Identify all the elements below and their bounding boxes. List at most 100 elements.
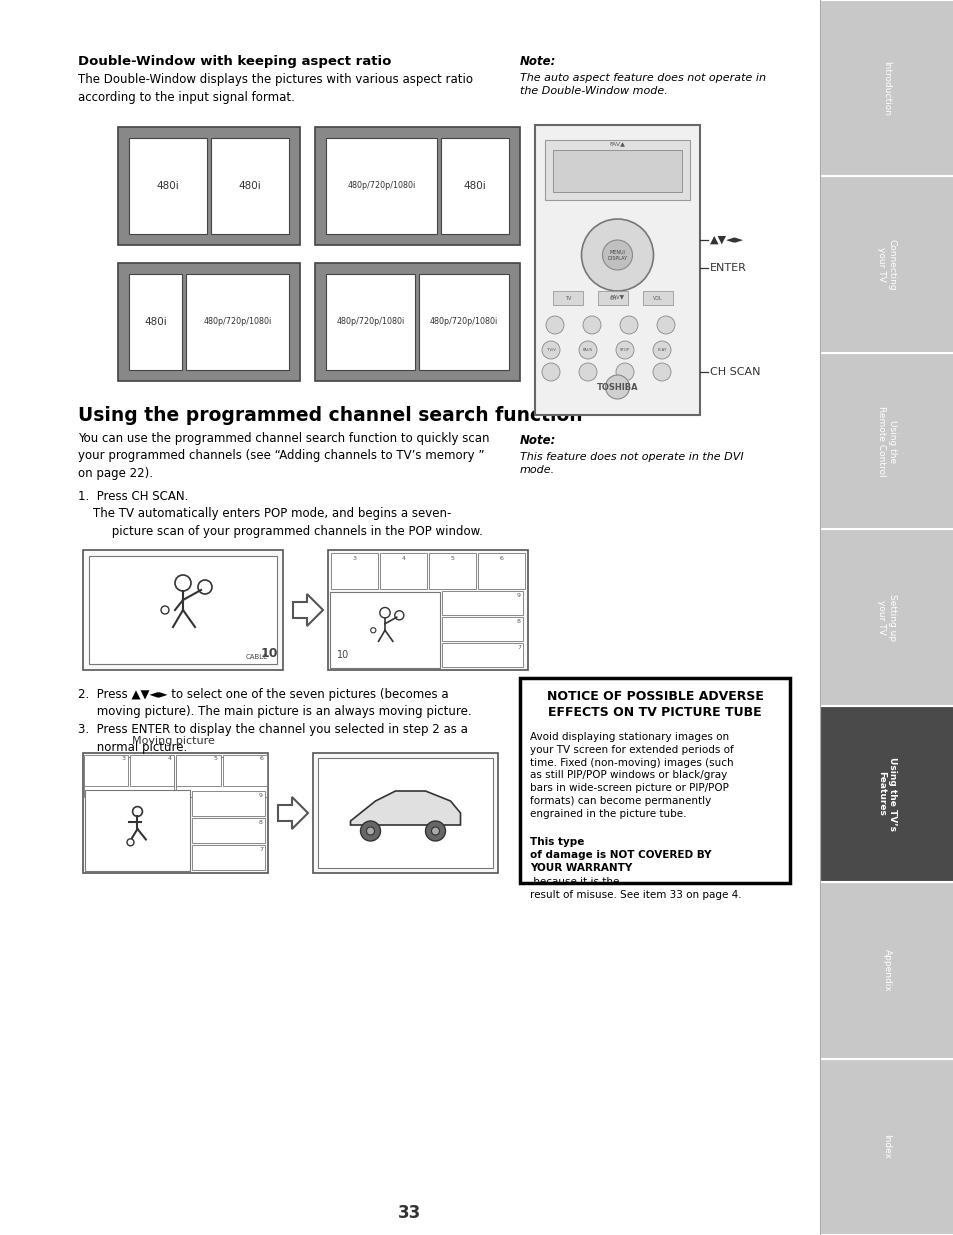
Bar (317, 758, 493, 868)
Text: 9: 9 (517, 593, 520, 598)
Circle shape (541, 341, 559, 359)
Text: Note:: Note: (519, 433, 556, 447)
Bar (441, 643, 522, 667)
Polygon shape (350, 790, 460, 825)
Circle shape (652, 341, 670, 359)
Text: 4: 4 (401, 556, 405, 561)
Circle shape (127, 839, 133, 846)
Bar (331, 553, 377, 589)
Text: 480p/720p/1080i: 480p/720p/1080i (203, 317, 272, 326)
Text: FAV▲: FAV▲ (609, 142, 625, 147)
Text: This feature does not operate in the DVI
mode.: This feature does not operate in the DVI… (519, 452, 742, 475)
Polygon shape (277, 797, 308, 829)
Text: because it is the
result of misuse. See item 33 on page 4.: because it is the result of misuse. See … (530, 877, 740, 900)
Bar (535, 125, 700, 415)
Text: TOSHIBA: TOSHIBA (596, 383, 638, 391)
Bar (429, 553, 476, 589)
Bar (84, 757, 174, 797)
Text: Using the TV’s
Features: Using the TV’s Features (877, 757, 896, 831)
Text: This type
of damage is NOT COVERED BY
YOUR WARRANTY: This type of damage is NOT COVERED BY YO… (530, 837, 711, 873)
Text: 480i: 480i (463, 182, 486, 191)
Text: Connecting
your TV: Connecting your TV (877, 238, 896, 290)
Bar (326, 274, 416, 370)
Text: CH: CH (609, 295, 616, 300)
Circle shape (132, 806, 142, 816)
Text: 480p/720p/1080i: 480p/720p/1080i (347, 182, 416, 190)
Text: Avoid displaying stationary images on
your TV screen for extended periods of
tim: Avoid displaying stationary images on yo… (530, 732, 733, 819)
Bar (379, 553, 427, 589)
Text: TV/V: TV/V (546, 348, 555, 352)
Bar (131, 755, 174, 785)
Text: STOP: STOP (619, 348, 630, 352)
Text: 7: 7 (517, 645, 520, 650)
Text: 5: 5 (213, 756, 217, 761)
Bar (176, 755, 220, 785)
Text: 1.  Press CH SCAN.: 1. Press CH SCAN. (78, 490, 188, 503)
Text: 7: 7 (258, 847, 263, 852)
Text: ENTER: ENTER (709, 263, 746, 273)
Bar (118, 263, 299, 382)
Circle shape (657, 316, 675, 333)
Text: 5: 5 (450, 556, 454, 561)
Text: 480i: 480i (238, 182, 261, 191)
Text: 480p/720p/1080i: 480p/720p/1080i (336, 317, 404, 326)
Text: 480i: 480i (144, 317, 167, 327)
Text: Moving picture: Moving picture (132, 736, 214, 746)
Circle shape (425, 821, 445, 841)
Circle shape (161, 606, 169, 614)
Circle shape (616, 341, 634, 359)
Bar (176, 757, 267, 797)
Text: 3.  Press ENTER to display the channel you selected in step 2 as a
     normal p: 3. Press ENTER to display the channel yo… (78, 722, 467, 753)
Bar (820, 353, 953, 530)
Text: 8: 8 (259, 820, 263, 825)
Text: 4: 4 (168, 756, 172, 761)
Bar (313, 753, 497, 873)
Bar (84, 755, 128, 785)
Bar (820, 177, 953, 353)
Bar (553, 291, 582, 305)
Text: FAV▼: FAV▼ (610, 294, 624, 300)
Text: 480p/720p/1080i: 480p/720p/1080i (430, 317, 497, 326)
Text: 480i: 480i (156, 182, 179, 191)
Bar (330, 592, 439, 668)
Text: MENU/: MENU/ (609, 249, 625, 254)
Text: NOTICE OF POSSIBLE ADVERSE
EFFECTS ON TV PICTURE TUBE: NOTICE OF POSSIBLE ADVERSE EFFECTS ON TV… (546, 690, 762, 719)
Bar (314, 127, 519, 245)
Text: 3: 3 (352, 556, 356, 561)
Circle shape (581, 219, 653, 291)
Circle shape (366, 827, 375, 835)
Text: 3: 3 (121, 756, 125, 761)
Text: 6: 6 (260, 756, 264, 761)
Bar (642, 291, 672, 305)
Text: 8: 8 (517, 619, 520, 624)
Circle shape (379, 608, 390, 618)
Bar (441, 618, 522, 641)
Bar (83, 753, 268, 873)
Text: Index: Index (882, 1134, 890, 1160)
Circle shape (541, 363, 559, 382)
Text: CABLE: CABLE (245, 655, 268, 659)
Circle shape (582, 316, 600, 333)
Bar (820, 882, 953, 1058)
Text: Double-Window with keeping aspect ratio: Double-Window with keeping aspect ratio (78, 56, 391, 68)
Bar (326, 138, 436, 233)
Text: Using the
Remote Control: Using the Remote Control (877, 406, 896, 477)
Text: TV: TV (564, 295, 571, 300)
Text: CH SCAN: CH SCAN (709, 367, 760, 377)
Bar (192, 845, 265, 869)
Circle shape (652, 363, 670, 382)
Bar (328, 550, 527, 671)
Bar (544, 140, 689, 200)
Text: 10: 10 (260, 647, 277, 659)
Text: Note:: Note: (519, 56, 556, 68)
Bar (192, 790, 265, 816)
Circle shape (578, 363, 597, 382)
Circle shape (431, 827, 439, 835)
Bar (820, 705, 953, 882)
Text: 33: 33 (398, 1204, 421, 1221)
Bar (192, 818, 265, 844)
Text: 9: 9 (258, 793, 263, 798)
Text: Setting up
your TV: Setting up your TV (877, 594, 896, 641)
Circle shape (605, 375, 629, 399)
Text: Introduction: Introduction (882, 61, 890, 116)
